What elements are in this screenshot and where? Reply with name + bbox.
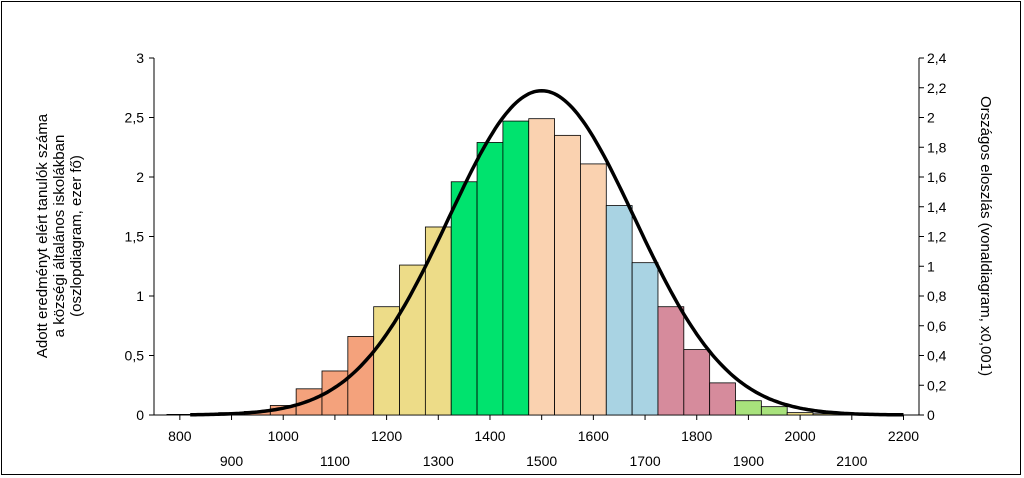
right-tick-label: 2	[927, 110, 935, 126]
right-tick-label: 0,8	[927, 288, 947, 304]
right-tick-label: 0	[927, 407, 935, 423]
bar	[786, 412, 814, 416]
distribution-curve	[190, 88, 904, 417]
x-tick-label: 2200	[888, 428, 919, 444]
right-axis-ticks: 0 0,2 0,4 0,6 0,8 1 1,2 1,4 1,6 1,8 2 2,2 2,4	[919, 50, 947, 423]
right-tick-label: 2,4	[927, 50, 947, 66]
left-tick-label: 2	[136, 169, 144, 185]
x-tick-label: 1900	[733, 453, 764, 469]
bar	[373, 306, 400, 416]
left-tick-label: 2,5	[125, 110, 145, 126]
bar	[502, 120, 530, 416]
x-tick-label: 1800	[681, 428, 712, 444]
x-tick-label: 1300	[423, 453, 454, 469]
left-axis-ticks: 0 0,5 1 1,5 2 2,5 3	[125, 50, 154, 423]
x-tick-label: 1600	[578, 428, 609, 444]
x-tick-label: 1700	[629, 453, 660, 469]
right-tick-label: 2,2	[927, 80, 947, 96]
bar	[760, 406, 788, 416]
left-tick-label: 0	[136, 407, 144, 423]
x-tick-label: 1500	[526, 453, 557, 469]
bars	[166, 118, 891, 416]
left-axis-label: Adott eredményt elért tanulók számaa köz…	[34, 113, 85, 358]
bar	[399, 264, 426, 416]
bar	[631, 262, 659, 416]
bar	[657, 306, 685, 416]
left-axis-label-line: (oszlopdiagram, ezer fő)	[68, 155, 85, 317]
left-tick-label: 1	[136, 288, 144, 304]
right-tick-label: 1,4	[927, 199, 947, 215]
x-tick-label: 800	[168, 428, 192, 444]
x-tick-label: 1000	[268, 428, 299, 444]
bar	[476, 142, 504, 416]
right-tick-label: 0,4	[927, 348, 947, 364]
bar	[605, 205, 633, 416]
bar	[450, 181, 478, 416]
right-tick-label: 1	[927, 258, 935, 274]
bar	[166, 414, 194, 416]
right-tick-label: 1,6	[927, 169, 947, 185]
bar	[683, 349, 711, 416]
x-tick-label: 1400	[474, 428, 505, 444]
x-tick-label: 2000	[785, 428, 816, 444]
left-tick-label: 1,5	[125, 229, 145, 245]
left-tick-label: 3	[136, 50, 144, 66]
right-tick-label: 1,8	[927, 139, 947, 155]
x-axis-ticks: 800 1000 1200 1400 1600 1800 2000 2200 900 1100 13…	[168, 415, 919, 469]
bar	[554, 134, 581, 416]
x-tick-label: 1200	[371, 428, 402, 444]
bar	[735, 400, 762, 416]
bar	[709, 382, 736, 416]
right-tick-label: 1,2	[927, 229, 947, 245]
bar	[580, 163, 607, 416]
right-tick-label: 0,6	[927, 318, 947, 334]
x-tick-label: 1100	[320, 453, 350, 469]
right-axis-label: Országos eloszlás (vonaldiagram, x0,001)	[977, 96, 994, 376]
x-tick-label: 900	[220, 453, 244, 469]
bar	[528, 118, 555, 416]
left-tick-label: 0,5	[125, 348, 145, 364]
left-axis-label-line: Adott eredményt elért tanulók száma	[34, 113, 51, 358]
right-tick-label: 0,2	[927, 377, 947, 393]
left-axis-label-line: a községi általános iskolákban	[51, 135, 68, 338]
x-tick-label: 2100	[836, 453, 867, 469]
